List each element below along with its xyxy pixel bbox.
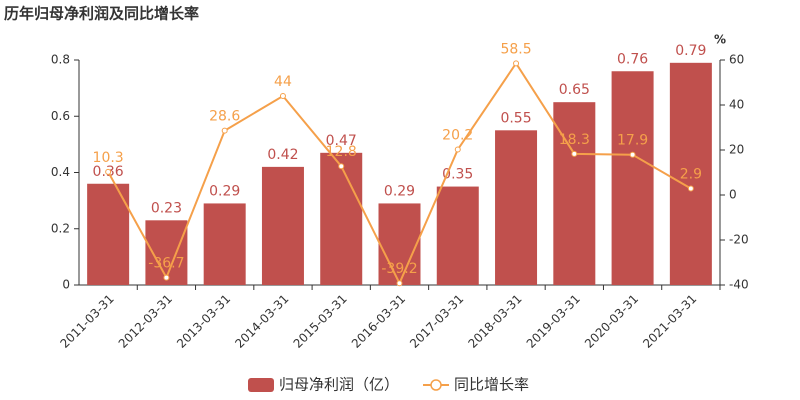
x-tick-label: 2017-03-31: [407, 292, 466, 351]
line-point: [279, 93, 286, 99]
line-value-label: 20.2: [442, 128, 473, 144]
bar-value-label: 0.29: [209, 183, 240, 199]
chart-title: 历年归母净利润及同比增长率: [4, 5, 199, 23]
x-tick-label: 2014-03-31: [232, 292, 291, 351]
line-value-label: 10.3: [93, 150, 124, 166]
line-point: [105, 168, 112, 175]
line-value-label: 2.9: [680, 166, 702, 182]
bar-value-label: 0.42: [267, 147, 298, 163]
y-tick-label: 0: [62, 278, 70, 292]
x-tick-label: 2012-03-31: [116, 292, 175, 351]
x-tick-label: 2021-03-31: [640, 292, 699, 351]
x-tick-label: 2018-03-31: [465, 292, 524, 351]
legend-swatch: [430, 379, 442, 391]
y2-tick-label: 60: [729, 53, 744, 67]
y-tick-label: 0.8: [51, 53, 70, 67]
line-value-label: -36.7: [148, 256, 184, 272]
bar: [611, 71, 654, 285]
bar-value-label: 0.47: [326, 133, 357, 149]
x-tick-label: 2019-03-31: [524, 292, 583, 351]
bar: [320, 152, 363, 285]
legend-item: 同比增长率: [423, 376, 529, 394]
bar: [203, 203, 246, 285]
bar-value-label: 0.65: [559, 82, 590, 98]
x-tick-label: 2020-03-31: [582, 292, 641, 351]
x-tick-label: 2015-03-31: [291, 292, 350, 351]
bar-value-label: 0.35: [442, 167, 473, 183]
y2-tick-label: 20: [729, 143, 744, 157]
y2-tick-label: 40: [729, 98, 744, 112]
line-point: [163, 274, 170, 281]
line-point: [454, 146, 461, 153]
legend-label: 归母净利润（亿）: [279, 376, 399, 394]
legend-item: 归母净利润（亿）: [248, 376, 399, 394]
bar: [378, 203, 421, 285]
bar: [669, 62, 712, 285]
bar-value-label: 0.55: [500, 110, 531, 126]
x-tick-label: 2011-03-31: [58, 292, 117, 351]
x-tick-label: 2016-03-31: [349, 292, 408, 351]
bar-value-label: 0.76: [617, 51, 648, 67]
line-value-label: 17.9: [617, 133, 648, 149]
y2-axis-label: %: [714, 33, 726, 47]
legend-label: 同比增长率: [454, 376, 529, 394]
line-point: [396, 280, 403, 287]
line-point: [629, 151, 636, 158]
bar: [87, 183, 130, 285]
line-point: [221, 127, 228, 134]
line-value-label: 12.8: [326, 144, 357, 160]
line-point: [571, 150, 578, 157]
line-value-label: -39.2: [381, 261, 417, 277]
line-value-label: 28.6: [209, 109, 240, 125]
bar: [436, 186, 479, 285]
bar-value-label: 0.23: [151, 200, 182, 216]
y2-tick-label: -40: [729, 278, 749, 292]
legend-swatch: [248, 378, 274, 392]
bar: [495, 130, 538, 285]
line-value-label: 44: [274, 74, 292, 90]
line-point: [513, 60, 520, 67]
line-value-label: 18.3: [559, 132, 590, 148]
y2-tick-label: 0: [729, 188, 737, 202]
line-point: [338, 163, 345, 170]
line-value-label: 58.5: [500, 41, 531, 57]
line-point: [687, 185, 694, 192]
bar: [261, 166, 304, 285]
y-tick-label: 0.4: [51, 165, 70, 179]
bar-value-label: 0.29: [384, 183, 415, 199]
bar-value-label: 0.79: [675, 43, 706, 59]
y-tick-label: 0.2: [51, 221, 70, 235]
y-tick-label: 0.6: [51, 109, 70, 123]
x-tick-label: 2013-03-31: [174, 292, 233, 351]
y2-tick-label: -20: [729, 233, 749, 247]
